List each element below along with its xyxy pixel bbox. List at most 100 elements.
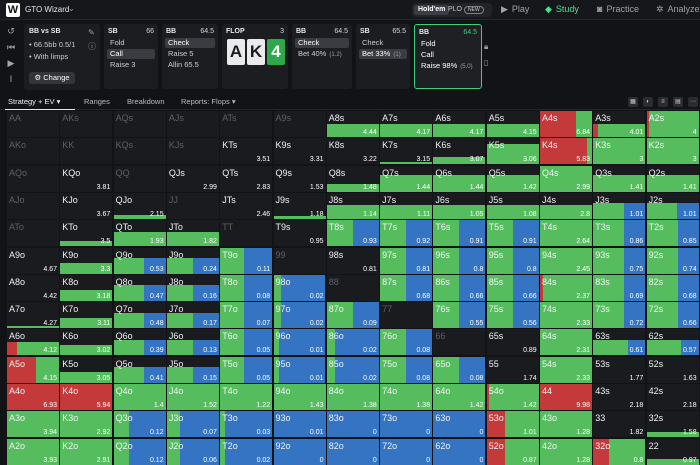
hand-cell-95s[interactable]: 95s 0.8 — [486, 247, 539, 274]
hand-cell-Q9o[interactable]: Q9o 0.53 — [113, 247, 166, 274]
hand-cell-32o[interactable]: 32o 0.8 — [593, 438, 646, 465]
hand-cell-93o[interactable]: 93o 0.01 — [273, 411, 326, 438]
hand-cell-T4s[interactable]: T4s 2.64 — [540, 220, 592, 247]
hand-cell-K2o[interactable]: K2o 2.91 — [60, 438, 113, 465]
hand-cell-J7o[interactable]: J7o 0.17 — [166, 302, 219, 329]
hand-cell-84s[interactable]: 84s 2.37 — [540, 274, 592, 301]
hand-cell-Q3o[interactable]: Q3o 0.12 — [113, 411, 166, 438]
hand-cell-ATo[interactable]: ATo — [7, 220, 59, 247]
hand-cell-75o[interactable]: 75o 0.08 — [380, 356, 433, 383]
hand-cell-T3s[interactable]: T3s 0.86 — [593, 220, 646, 247]
hand-cell-JJ[interactable]: JJ — [166, 192, 219, 219]
hand-cell-52o[interactable]: 52o 0.87 — [486, 438, 539, 465]
mode-plo-button[interactable]: PLO — [448, 6, 463, 13]
hand-cell-95o[interactable]: 95o 0.01 — [273, 356, 326, 383]
hand-cell-T9s[interactable]: T9s 0.95 — [273, 220, 326, 247]
hand-cell-Q7s[interactable]: Q7s 1.44 — [380, 165, 433, 192]
hand-cell-88[interactable]: 88 — [326, 274, 379, 301]
action-check[interactable]: Check — [165, 38, 215, 48]
hand-cell-42s[interactable]: 42s 2.18 — [646, 384, 699, 410]
hand-cell-43o[interactable]: 43o 1.28 — [540, 411, 592, 438]
hand-cell-J2s[interactable]: J2s 1.01 — [646, 192, 699, 219]
hand-cell-K3o[interactable]: K3o 2.92 — [60, 411, 113, 438]
hand-cell-74s[interactable]: 74s 2.33 — [540, 302, 592, 329]
hand-cell-Q7o[interactable]: Q7o 0.48 — [113, 302, 166, 329]
tab-breakdown[interactable]: Breakdown — [127, 97, 165, 106]
hand-cell-J3s[interactable]: J3s 1.01 — [593, 192, 646, 219]
hand-cell-55[interactable]: 55 1.74 — [486, 356, 539, 383]
mode-holdem-button[interactable]: Hold'em — [414, 5, 450, 15]
hand-cell-AKs[interactable]: AKs — [60, 111, 113, 137]
hand-cell-Q2o[interactable]: Q2o 0.12 — [113, 438, 166, 465]
chevron-down-icon[interactable]: ⌄ — [68, 4, 75, 13]
hand-cell-94s[interactable]: 94s 2.45 — [540, 247, 592, 274]
hand-cell-K4s[interactable]: K4s 5.83 — [540, 138, 592, 165]
hand-cell-A6o[interactable]: A6o 4.12 — [7, 329, 59, 356]
book-icon[interactable]: ▯ — [484, 58, 489, 67]
hand-cell-86o[interactable]: 86o 0.02 — [326, 329, 379, 356]
hand-cell-62o[interactable]: 62o 0 — [433, 438, 486, 465]
hand-cell-75s[interactable]: 75s 0.56 — [486, 302, 539, 329]
hand-cell-A9s[interactable]: A9s — [273, 111, 326, 137]
hand-cell-A2o[interactable]: A2o 3.93 — [7, 438, 59, 465]
hand-cell-22[interactable]: 22 0.97 — [646, 438, 699, 465]
action-bet[interactable]: Bet 33% (1) — [359, 49, 407, 59]
hand-cell-65s[interactable]: 65s 0.89 — [486, 329, 539, 356]
hand-cell-T6o[interactable]: T6o 0.05 — [220, 329, 273, 356]
hand-cell-K9s[interactable]: K9s 3.31 — [273, 138, 326, 165]
hand-cell-T7o[interactable]: T7o 0.07 — [220, 302, 273, 329]
hand-cell-QTo[interactable]: QTo 1.93 — [113, 220, 166, 247]
hand-cell-T4o[interactable]: T4o 1.22 — [220, 384, 273, 410]
hand-cell-KQs[interactable]: KQs — [113, 138, 166, 165]
tree-node-sb-flop[interactable]: SB 65.5 Check Bet 33% (1) — [356, 24, 410, 89]
action-call[interactable]: Call — [421, 50, 434, 59]
hand-cell-99[interactable]: 99 — [273, 247, 326, 274]
hand-cell-J9s[interactable]: J9s 1.18 — [273, 192, 326, 219]
hand-cell-T9o[interactable]: T9o 0.11 — [220, 247, 273, 274]
hand-cell-A7s[interactable]: A7s 4.17 — [380, 111, 433, 137]
hand-cell-ATs[interactable]: ATs — [220, 111, 273, 137]
edit-icon[interactable]: ✎ — [88, 28, 95, 37]
view-grid-icon[interactable]: ▦ — [628, 97, 638, 107]
app-logo[interactable]: W — [6, 3, 20, 17]
hand-cell-77[interactable]: 77 — [380, 302, 433, 329]
hand-cell-76o[interactable]: 76o 0.08 — [380, 329, 433, 356]
action-raise[interactable]: Raise 5 — [168, 49, 194, 58]
app-title[interactable]: GTO Wizard — [25, 5, 70, 14]
tree-node-sb[interactable]: SB 66 Fold Call Raise 3 — [104, 24, 158, 89]
hand-cell-A2s[interactable]: A2s 4 — [646, 111, 699, 137]
hand-cell-T2s[interactable]: T2s 0.85 — [646, 220, 699, 247]
hand-cell-J8o[interactable]: J8o 0.16 — [166, 274, 219, 301]
hand-cell-42o[interactable]: 42o 1.28 — [540, 438, 592, 465]
hand-cell-64o[interactable]: 64o 1.42 — [433, 384, 486, 410]
hand-cell-76s[interactable]: 76s 0.55 — [433, 302, 486, 329]
hand-cell-K8s[interactable]: K8s 3.22 — [326, 138, 379, 165]
hand-cell-72o[interactable]: 72o 0 — [380, 438, 433, 465]
info-icon[interactable]: ⓘ — [88, 42, 96, 51]
hand-cell-KTs[interactable]: KTs 3.51 — [220, 138, 273, 165]
hand-cell-A8o[interactable]: A8o 4.42 — [7, 274, 59, 301]
hand-cell-K3s[interactable]: K3s 3 — [593, 138, 646, 165]
hand-cell-K5o[interactable]: K5o 3.05 — [60, 356, 113, 383]
hand-cell-82s[interactable]: 82s 0.68 — [646, 274, 699, 301]
hand-cell-J4s[interactable]: J4s 2.8 — [540, 192, 592, 219]
action-raise[interactable]: Raise 98% (5.0) — [418, 61, 476, 71]
hand-cell-54o[interactable]: 54o 1.42 — [486, 384, 539, 410]
hand-cell-A6s[interactable]: A6s 4.17 — [433, 111, 486, 137]
hand-cell-93s[interactable]: 93s 0.75 — [593, 247, 646, 274]
hand-cell-J7s[interactable]: J7s 1.11 — [380, 192, 433, 219]
hand-cell-86s[interactable]: 86s 0.66 — [433, 274, 486, 301]
hand-cell-J6s[interactable]: J6s 1.05 — [433, 192, 486, 219]
lock-icon[interactable]: 🔒︎ — [484, 42, 489, 51]
action-fold[interactable]: Fold — [110, 38, 125, 47]
nav-study[interactable]: ◆ Study — [545, 4, 579, 15]
hand-cell-K2s[interactable]: K2s 3 — [646, 138, 699, 165]
hand-cell-85o[interactable]: 85o 0.02 — [326, 356, 379, 383]
hand-cell-65o[interactable]: 65o 0.08 — [433, 356, 486, 383]
hand-cell-A8s[interactable]: A8s 4.44 — [326, 111, 379, 137]
hand-cell-T6s[interactable]: T6s 0.91 — [433, 220, 486, 247]
hand-cell-Q5s[interactable]: Q5s 1.42 — [486, 165, 539, 192]
hand-cell-TT[interactable]: TT — [220, 220, 273, 247]
hand-cell-JTs[interactable]: JTs 2.46 — [220, 192, 273, 219]
view-more-icon[interactable]: ⋯ — [688, 97, 698, 107]
